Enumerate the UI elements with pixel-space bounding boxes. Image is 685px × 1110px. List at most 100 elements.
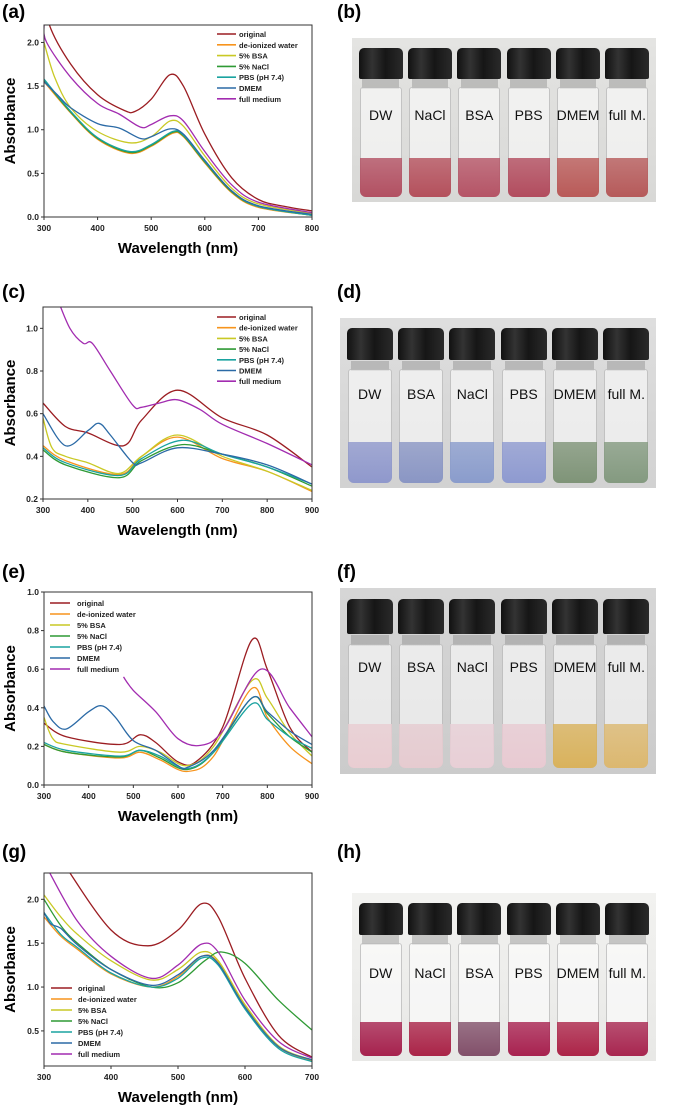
panel-label-a: (a) xyxy=(2,2,26,23)
vial-label: NaCl xyxy=(414,106,446,123)
vial-liquid xyxy=(553,723,597,769)
legend-label: original xyxy=(239,313,266,322)
vial-neck xyxy=(411,79,449,89)
series-line-original xyxy=(43,389,312,468)
legend-label: original xyxy=(78,984,105,993)
y-tick-label: 0.8 xyxy=(27,626,39,636)
vial-label: PBS xyxy=(514,965,543,982)
x-tick-label: 400 xyxy=(82,791,96,801)
y-tick-label: 0.5 xyxy=(27,168,39,178)
legend-label: 5% NaCl xyxy=(239,62,269,71)
vial-liquid xyxy=(606,157,649,198)
vial: DMEM xyxy=(551,318,599,488)
legend-label: full medium xyxy=(78,1050,120,1059)
x-tick-label: 800 xyxy=(260,791,274,801)
vial: PBS xyxy=(500,318,548,488)
legend-label: DMEM xyxy=(239,367,262,376)
vial-neck xyxy=(401,360,441,371)
y-tick-label: 0.5 xyxy=(27,1026,39,1036)
vial-cap xyxy=(407,903,453,935)
x-tick-label: 700 xyxy=(305,1072,319,1082)
vial-label: NaCl xyxy=(456,386,488,402)
series-line-5-bsa xyxy=(44,678,312,767)
vial-cap xyxy=(457,903,502,935)
vial-neck xyxy=(350,360,389,371)
vial-label: BSA xyxy=(406,658,435,675)
panel-label-e: (e) xyxy=(2,562,26,583)
vial-cap xyxy=(500,599,547,635)
legend-label: DMEM xyxy=(78,1039,101,1048)
panel-label-c: (c) xyxy=(2,282,26,303)
vial-cap xyxy=(398,328,444,361)
vial-photo-d: DW BSA NaCl PBS DMEM full M. xyxy=(340,318,656,488)
vial-neck xyxy=(510,935,547,946)
vial-liquid xyxy=(408,1022,452,1056)
vial-neck xyxy=(453,634,492,646)
vial-label: PBS xyxy=(514,106,543,123)
vial-label: full M. xyxy=(607,658,645,675)
vial-liquid xyxy=(450,442,495,483)
series-line-dmem xyxy=(44,81,312,216)
vial-cap xyxy=(449,599,496,635)
vial-cap xyxy=(605,47,650,79)
vial-photo-h: DW NaCl BSA PBS DMEM full M. xyxy=(352,893,656,1061)
series-line-5-nacl xyxy=(44,898,312,1031)
vial-neck xyxy=(350,634,389,646)
vial-label: DW xyxy=(368,106,393,123)
vial-label: PBS xyxy=(509,386,538,402)
vial-cap xyxy=(500,328,547,361)
vial-liquid xyxy=(458,1022,501,1056)
legend-label: de-ionized water xyxy=(77,610,136,619)
legend-label: original xyxy=(77,599,104,608)
y-tick-label: 0.0 xyxy=(27,780,39,790)
vial-liquid xyxy=(507,1022,550,1056)
vial-label: full M. xyxy=(607,386,645,402)
legend-label: full medium xyxy=(239,95,281,104)
x-tick-label: 300 xyxy=(37,1072,51,1082)
vial-cap xyxy=(358,47,403,79)
x-tick-label: 300 xyxy=(36,505,50,515)
panel-label-b: (b) xyxy=(337,2,362,23)
vial-cap xyxy=(555,903,600,935)
vial: NaCl xyxy=(448,318,496,488)
vial-liquid xyxy=(501,442,546,483)
vial-label: DW xyxy=(368,965,393,982)
vial-label: DW xyxy=(358,386,382,402)
vial-photo-f: DW BSA NaCl PBS DMEM full M. xyxy=(340,588,656,774)
vial-label: full M. xyxy=(608,965,646,982)
legend-label: original xyxy=(239,30,266,39)
x-tick-label: 500 xyxy=(171,1072,185,1082)
vial-label: BSA xyxy=(465,106,494,123)
series-line-full-medium xyxy=(59,307,312,466)
vial: PBS xyxy=(506,38,552,202)
legend-label: 5% BSA xyxy=(239,52,268,61)
vial: NaCl xyxy=(407,893,453,1061)
series-line-pbs-ph-7-4- xyxy=(44,912,312,1063)
absorbance-chart-a: 300 400 500 600 700 800 0.0 0.5 1.0 1.5 2.0 Wavelen… xyxy=(2,24,319,257)
absorbance-chart-e: 300 400 500 600 700 800 900 0.0 0.2 0.4 0.6 0.8 1.0 W… xyxy=(2,587,319,825)
vial-neck xyxy=(362,935,400,946)
vial-label: PBS xyxy=(509,658,538,675)
legend-label: de-ionized water xyxy=(78,995,137,1004)
vial-neck xyxy=(555,634,595,646)
vial-photo-b: DW NaCl BSA PBS DMEM full M. xyxy=(352,38,656,202)
vial-liquid xyxy=(606,1022,649,1056)
vial-label: DMEM xyxy=(553,658,597,675)
vial-cap xyxy=(346,599,393,635)
x-tick-label: 700 xyxy=(216,791,230,801)
vial: BSA xyxy=(456,38,502,202)
vial: DW xyxy=(346,318,394,488)
legend-label: 5% BSA xyxy=(78,1006,107,1015)
x-tick-label: 600 xyxy=(198,223,212,233)
vial-label: BSA xyxy=(465,965,494,982)
vial-liquid xyxy=(408,157,452,198)
vial-label: BSA xyxy=(406,386,435,402)
legend-label: 5% BSA xyxy=(77,621,106,630)
vial-liquid xyxy=(450,723,495,769)
vial-cap xyxy=(506,47,551,79)
vial: DMEM xyxy=(551,588,599,774)
x-tick-label: 800 xyxy=(305,223,319,233)
